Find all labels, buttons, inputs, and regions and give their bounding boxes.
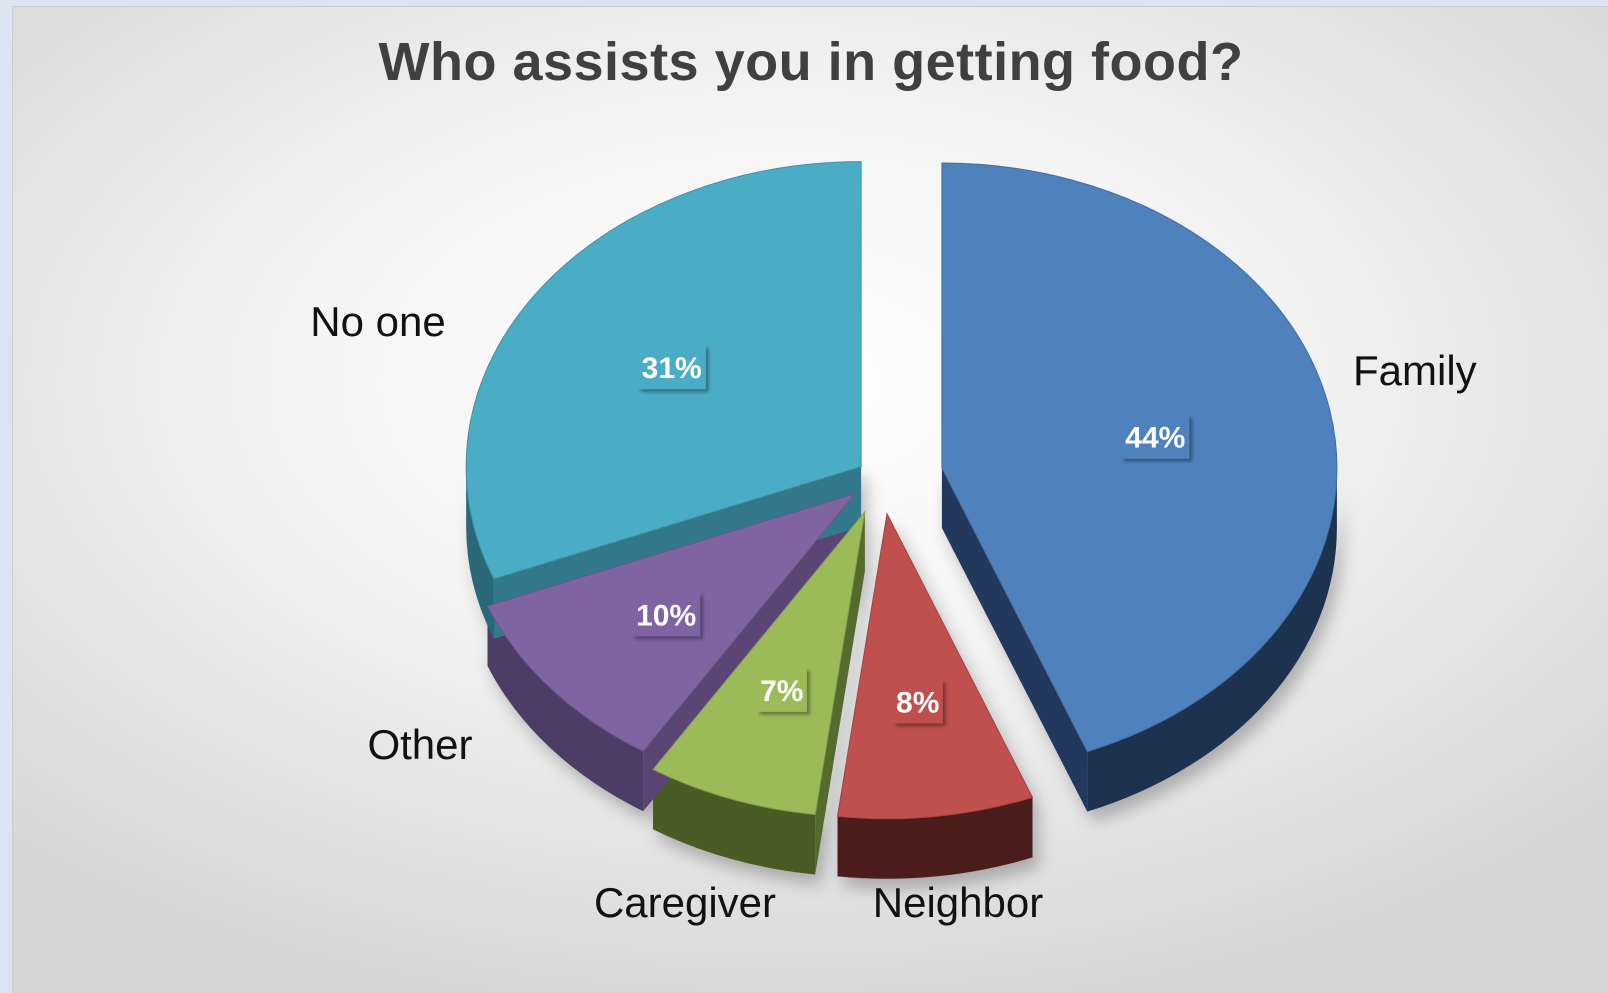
slice-family-cut-face-1 xyxy=(941,468,1088,812)
slice-caregiver-cut-face-0 xyxy=(815,511,865,875)
data-label-neighbor: 8% xyxy=(892,679,943,724)
data-label-no-one: 31% xyxy=(637,345,706,390)
data-label-text-caregiver: 7% xyxy=(760,675,803,708)
slice-caregiver xyxy=(652,510,866,816)
data-label-box-no-one xyxy=(637,345,706,390)
data-label-text-neighbor: 8% xyxy=(896,686,939,719)
slice-family-side xyxy=(941,468,1337,812)
slice-other-outer-face-0 xyxy=(487,606,644,812)
category-label-caregiver: Caregiver xyxy=(594,879,776,926)
category-label-no-one: No one xyxy=(310,298,445,345)
slice-no-one-outer-face-0 xyxy=(466,466,494,639)
category-label-neighbor: Neighbor xyxy=(873,879,1043,926)
chart-area: Who assists you in getting food? 44% 8% 7%… xyxy=(12,6,1608,993)
category-label-other: Other xyxy=(367,721,472,768)
slice-family-outer-face-0 xyxy=(1087,468,1337,812)
slice-neighbor xyxy=(836,512,1034,820)
slice-caregiver-outer-face-0 xyxy=(653,769,816,875)
data-label-caregiver: 7% xyxy=(756,667,807,712)
chart-title: Who assists you in getting food? xyxy=(378,32,1244,92)
data-label-other: 10% xyxy=(632,592,701,637)
data-label-text-other: 10% xyxy=(636,599,696,632)
data-label-text-family: 44% xyxy=(1125,422,1185,455)
category-label-family: Family xyxy=(1353,347,1477,394)
data-label-box-other xyxy=(632,592,701,637)
data-label-box-caregiver xyxy=(756,667,807,712)
data-label-box-family xyxy=(1121,414,1190,459)
pie-chart: 44% 8% 7% 10% 31% Family Neighbor Caregiver Othe… xyxy=(310,161,1477,926)
data-label-text-no-one: 31% xyxy=(642,352,702,385)
data-label-box-neighbor xyxy=(892,679,943,724)
slice-neighbor-outer-face-0 xyxy=(837,797,1033,879)
data-label-family: 44% xyxy=(1121,414,1190,459)
